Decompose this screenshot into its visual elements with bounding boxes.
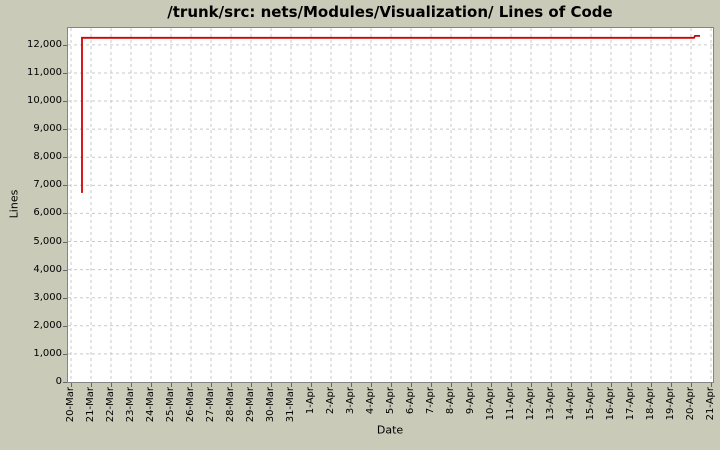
x-tick-label: 7-Apr xyxy=(425,387,436,415)
y-tick-label: 7,000 xyxy=(33,179,62,191)
x-tick-label: 12-Apr xyxy=(525,387,536,421)
y-tick-mark xyxy=(63,353,67,355)
x-tick-label: 29-Mar xyxy=(245,387,256,423)
x-tick-label: 22-Mar xyxy=(105,387,116,423)
x-tick-mark xyxy=(91,383,92,387)
y-tick-mark xyxy=(63,269,67,271)
y-tick-mark xyxy=(63,297,67,299)
x-tick-label: 11-Apr xyxy=(505,387,516,421)
x-tick-mark xyxy=(471,383,472,387)
y-tick-label: 8,000 xyxy=(33,151,62,163)
y-tick-mark xyxy=(63,213,67,215)
x-tick-mark xyxy=(371,383,372,387)
x-tick-label: 17-Apr xyxy=(625,387,636,421)
y-tick-label: 11,000 xyxy=(27,66,62,78)
y-tick-label: 3,000 xyxy=(33,291,62,303)
x-tick-label: 26-Mar xyxy=(185,387,196,423)
y-tick-label: 9,000 xyxy=(33,123,62,135)
x-tick-mark xyxy=(531,383,532,387)
x-tick-label: 9-Apr xyxy=(465,387,476,415)
x-tick-label: 23-Mar xyxy=(125,387,136,423)
x-tick-mark xyxy=(651,383,652,387)
x-tick-label: 6-Apr xyxy=(405,387,416,415)
x-tick-label: 14-Apr xyxy=(565,387,576,421)
x-tick-mark xyxy=(391,383,392,387)
y-tick-mark xyxy=(63,241,67,243)
x-tick-mark xyxy=(351,383,352,387)
x-tick-label: 5-Apr xyxy=(385,387,396,415)
x-tick-label: 18-Apr xyxy=(645,387,656,421)
x-tick-label: 25-Mar xyxy=(165,387,176,423)
y-tick-label: 1,000 xyxy=(33,347,62,359)
x-tick-mark xyxy=(211,383,212,387)
x-tick-mark xyxy=(151,383,152,387)
x-tick-label: 24-Mar xyxy=(145,387,156,423)
x-tick-label: 8-Apr xyxy=(445,387,456,415)
x-tick-label: 31-Mar xyxy=(285,387,296,423)
x-tick-label: 4-Apr xyxy=(365,387,376,415)
x-tick-label: 21-Apr xyxy=(705,387,716,421)
x-tick-mark xyxy=(451,383,452,387)
x-tick-mark xyxy=(611,383,612,387)
y-tick-label: 0 xyxy=(55,376,62,387)
y-tick-label: 10,000 xyxy=(27,95,62,107)
x-tick-mark xyxy=(491,383,492,387)
x-tick-label: 1-Apr xyxy=(305,387,316,415)
y-tick-mark xyxy=(63,129,67,131)
x-tick-mark xyxy=(511,383,512,387)
x-axis-title: Date xyxy=(376,423,404,437)
y-tick-mark xyxy=(63,325,67,327)
x-tick-mark xyxy=(251,383,252,387)
chart-title: /trunk/src: nets/Modules/Visualization/ … xyxy=(167,3,613,21)
x-tick-mark xyxy=(411,383,412,387)
x-tick-mark xyxy=(691,383,692,387)
y-tick-label: 6,000 xyxy=(33,207,62,219)
x-tick-label: 2-Apr xyxy=(325,387,336,415)
x-tick-mark xyxy=(171,383,172,387)
x-tick-label: 15-Apr xyxy=(585,387,596,421)
y-tick-mark xyxy=(63,157,67,159)
x-tick-mark xyxy=(71,383,72,387)
x-tick-label: 27-Mar xyxy=(205,387,216,423)
series-line xyxy=(81,35,700,193)
plot-area xyxy=(67,27,714,383)
x-tick-mark xyxy=(231,383,232,387)
x-tick-mark xyxy=(311,383,312,387)
x-tick-label: 20-Apr xyxy=(685,387,696,421)
x-tick-mark xyxy=(191,383,192,387)
y-tick-label: 2,000 xyxy=(33,319,62,331)
x-tick-label: 13-Apr xyxy=(545,387,556,421)
x-tick-label: 28-Mar xyxy=(225,387,236,423)
plot-canvas xyxy=(68,28,713,382)
x-tick-mark xyxy=(591,383,592,387)
x-tick-label: 19-Apr xyxy=(665,387,676,421)
x-tick-mark xyxy=(431,383,432,387)
y-tick-label: 12,000 xyxy=(27,38,62,50)
y-tick-mark xyxy=(63,382,67,383)
x-tick-mark xyxy=(291,383,292,387)
x-tick-mark xyxy=(711,383,712,387)
x-tick-mark xyxy=(571,383,572,387)
y-tick-label: 4,000 xyxy=(33,263,62,275)
y-tick-mark xyxy=(63,185,67,187)
x-tick-label: 10-Apr xyxy=(485,387,496,421)
x-tick-mark xyxy=(671,383,672,387)
y-tick-mark xyxy=(63,101,67,103)
x-tick-mark xyxy=(551,383,552,387)
x-tick-label: 21-Mar xyxy=(85,387,96,423)
y-tick-label: 5,000 xyxy=(33,235,62,247)
y-tick-mark xyxy=(63,44,67,46)
x-tick-label: 20-Mar xyxy=(65,387,76,423)
x-tick-mark xyxy=(131,383,132,387)
x-tick-label: 30-Mar xyxy=(265,387,276,423)
x-tick-mark xyxy=(331,383,332,387)
x-tick-mark xyxy=(271,383,272,387)
y-tick-mark xyxy=(63,72,67,74)
x-tick-label: 3-Apr xyxy=(345,387,356,415)
x-tick-mark xyxy=(111,383,112,387)
x-tick-label: 16-Apr xyxy=(605,387,616,421)
x-tick-mark xyxy=(631,383,632,387)
